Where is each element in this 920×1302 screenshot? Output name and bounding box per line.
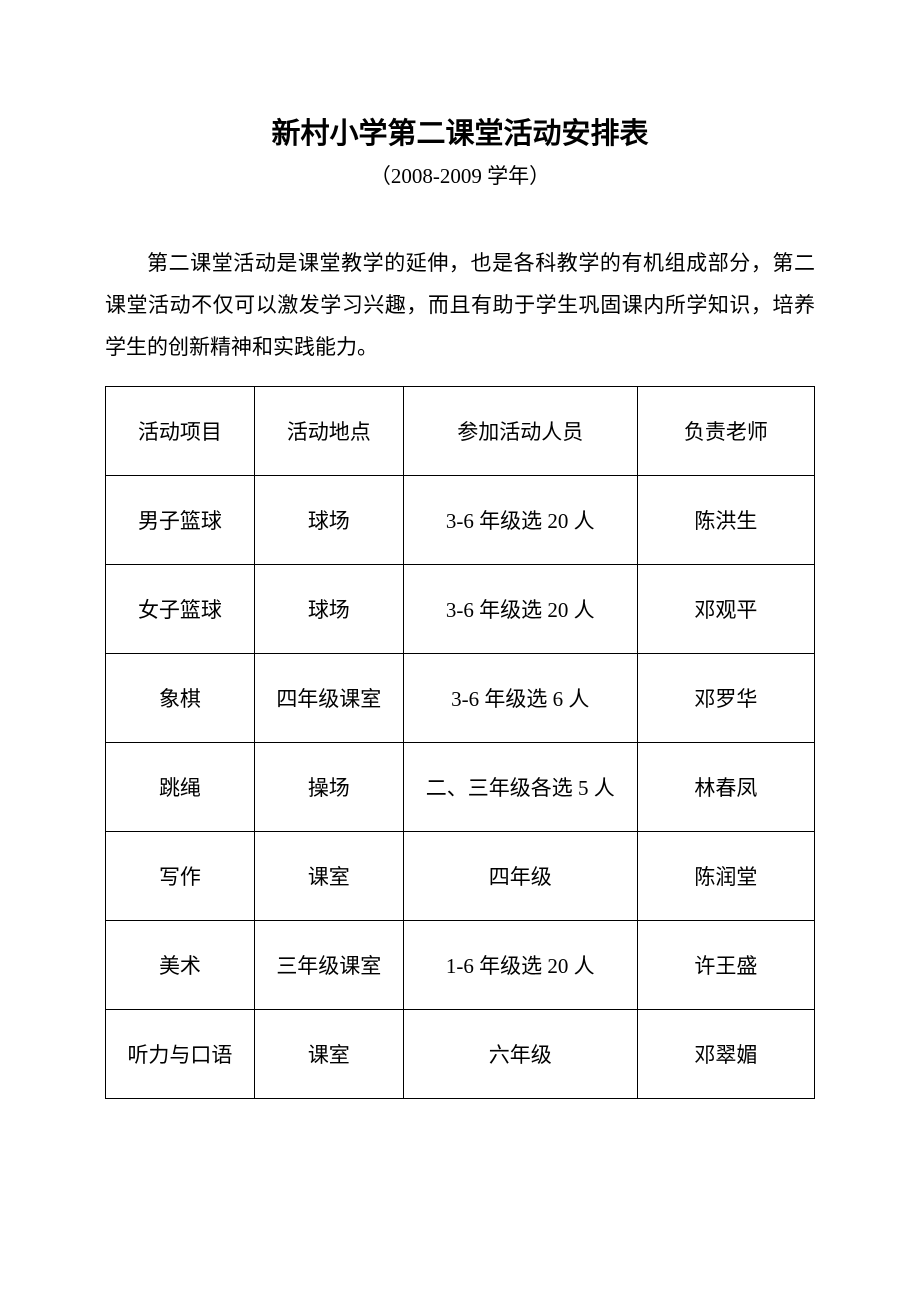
- table-row: 女子篮球 球场 3-6 年级选 20 人 邓观平: [106, 565, 815, 654]
- col-header-location: 活动地点: [254, 387, 403, 476]
- document-subtitle: （2008-2009 学年）: [105, 160, 815, 190]
- cell-teacher: 许王盛: [637, 921, 814, 1010]
- cell-location: 球场: [254, 565, 403, 654]
- cell-location: 课室: [254, 832, 403, 921]
- table-body: 男子篮球 球场 3-6 年级选 20 人 陈洪生 女子篮球 球场 3-6 年级选…: [106, 476, 815, 1099]
- cell-participants: 四年级: [403, 832, 637, 921]
- cell-activity: 写作: [106, 832, 255, 921]
- table-header-row: 活动项目 活动地点 参加活动人员 负责老师: [106, 387, 815, 476]
- table-header: 活动项目 活动地点 参加活动人员 负责老师: [106, 387, 815, 476]
- col-header-participants: 参加活动人员: [403, 387, 637, 476]
- cell-teacher: 邓观平: [637, 565, 814, 654]
- cell-teacher: 邓罗华: [637, 654, 814, 743]
- cell-teacher: 邓翠媚: [637, 1010, 814, 1099]
- cell-teacher: 陈洪生: [637, 476, 814, 565]
- cell-activity: 美术: [106, 921, 255, 1010]
- cell-activity: 听力与口语: [106, 1010, 255, 1099]
- cell-participants: 3-6 年级选 20 人: [403, 565, 637, 654]
- cell-teacher: 陈润堂: [637, 832, 814, 921]
- table-row: 写作 课室 四年级 陈润堂: [106, 832, 815, 921]
- cell-location: 操场: [254, 743, 403, 832]
- cell-activity: 女子篮球: [106, 565, 255, 654]
- cell-location: 球场: [254, 476, 403, 565]
- table-row: 男子篮球 球场 3-6 年级选 20 人 陈洪生: [106, 476, 815, 565]
- table-row: 美术 三年级课室 1-6 年级选 20 人 许王盛: [106, 921, 815, 1010]
- col-header-activity: 活动项目: [106, 387, 255, 476]
- cell-location: 四年级课室: [254, 654, 403, 743]
- cell-activity: 象棋: [106, 654, 255, 743]
- cell-participants: 3-6 年级选 20 人: [403, 476, 637, 565]
- intro-paragraph: 第二课堂活动是课堂教学的延伸，也是各科教学的有机组成部分，第二课堂活动不仅可以激…: [105, 242, 815, 368]
- cell-activity: 跳绳: [106, 743, 255, 832]
- cell-activity: 男子篮球: [106, 476, 255, 565]
- document-page: 新村小学第二课堂活动安排表 （2008-2009 学年） 第二课堂活动是课堂教学…: [0, 0, 920, 1179]
- cell-teacher: 林春凤: [637, 743, 814, 832]
- table-row: 听力与口语 课室 六年级 邓翠媚: [106, 1010, 815, 1099]
- cell-participants: 1-6 年级选 20 人: [403, 921, 637, 1010]
- cell-location: 三年级课室: [254, 921, 403, 1010]
- table-row: 象棋 四年级课室 3-6 年级选 6 人 邓罗华: [106, 654, 815, 743]
- schedule-table: 活动项目 活动地点 参加活动人员 负责老师 男子篮球 球场 3-6 年级选 20…: [105, 386, 815, 1099]
- cell-participants: 3-6 年级选 6 人: [403, 654, 637, 743]
- cell-location: 课室: [254, 1010, 403, 1099]
- cell-participants: 六年级: [403, 1010, 637, 1099]
- table-row: 跳绳 操场 二、三年级各选 5 人 林春凤: [106, 743, 815, 832]
- cell-participants: 二、三年级各选 5 人: [403, 743, 637, 832]
- col-header-teacher: 负责老师: [637, 387, 814, 476]
- document-title: 新村小学第二课堂活动安排表: [105, 110, 815, 152]
